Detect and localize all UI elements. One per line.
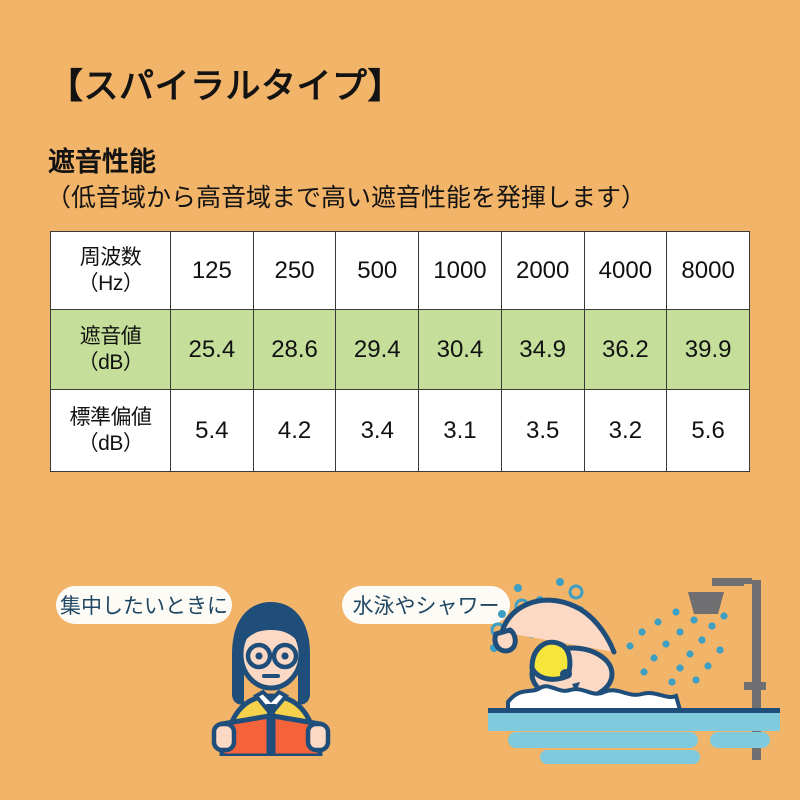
shower-head-icon	[688, 592, 724, 614]
waterline	[488, 708, 780, 713]
cell-attenuation-1: 28.6	[252, 309, 337, 390]
right-hand	[305, 721, 331, 753]
row-header-line2: （dB）	[77, 350, 144, 374]
swimmer-shower-svg	[488, 578, 780, 764]
swimmer-eye	[560, 669, 572, 679]
table-row: 遮音値 （dB） 25.4 28.6 29.4 30.4 34.9 36.2 3…	[50, 309, 750, 390]
reading-girl-svg	[211, 602, 331, 759]
right-eye	[281, 652, 289, 660]
cell-stddev-5: 3.2	[583, 389, 668, 472]
cell-stddev-4: 3.5	[500, 389, 585, 472]
reading-girl-illustration	[196, 596, 346, 759]
cell-frequency-4: 2000	[500, 231, 585, 310]
cell-stddev-6: 5.6	[666, 389, 750, 472]
cell-attenuation-0: 25.4	[170, 309, 254, 390]
cell-stddev-1: 4.2	[252, 389, 337, 472]
swimmer-mouth	[572, 682, 580, 692]
pill-focus: 集中したいときに	[56, 586, 232, 624]
cell-attenuation-3: 30.4	[418, 309, 502, 390]
cell-stddev-2: 3.4	[335, 389, 420, 472]
swimmer-arm	[499, 597, 617, 655]
cell-attenuation-5: 36.2	[583, 309, 668, 390]
sound-insulation-table: 周波数 （Hz） 125 250 500 1000 2000 4000 8000…	[50, 231, 750, 472]
row-header-frequency: 周波数 （Hz）	[50, 231, 171, 310]
table-row: 標準偏値 （dB） 5.4 4.2 3.4 3.1 3.5 3.2 5.6	[50, 389, 750, 472]
cell-frequency-5: 4000	[583, 231, 668, 310]
left-eye	[255, 652, 263, 660]
row-header-line2: （Hz）	[77, 271, 144, 295]
cell-frequency-0: 125	[170, 231, 254, 310]
row-header-line1: 周波数	[79, 245, 142, 269]
table-row: 周波数 （Hz） 125 250 500 1000 2000 4000 8000	[50, 231, 750, 310]
shower-spray-group	[626, 608, 728, 686]
swimmer-and-shower-illustration	[480, 570, 800, 770]
shower-bracket	[744, 682, 766, 690]
shower-pole	[752, 580, 761, 760]
row-header-stddev: 標準偏値 （dB）	[50, 389, 171, 472]
cell-attenuation-4: 34.9	[500, 309, 585, 390]
shower-arm	[712, 578, 752, 586]
left-hand	[211, 721, 237, 753]
cell-frequency-2: 500	[335, 231, 420, 310]
cell-stddev-0: 5.4	[170, 389, 254, 472]
water-splash	[506, 684, 683, 712]
cell-frequency-3: 1000	[418, 231, 502, 310]
row-header-attenuation: 遮音値 （dB）	[50, 309, 171, 390]
water-ripples-group	[508, 732, 770, 764]
cell-attenuation-2: 29.4	[335, 309, 420, 390]
cell-attenuation-6: 39.9	[666, 309, 750, 390]
water-surface	[488, 713, 780, 731]
section-heading: 遮音性能	[48, 147, 156, 177]
pill-water: 水泳やシャワー	[342, 586, 510, 624]
hair-fringe-shape	[241, 608, 301, 646]
cell-frequency-1: 250	[252, 231, 337, 310]
cell-frequency-6: 8000	[666, 231, 750, 310]
page-title: 【スパイラルタイプ】	[48, 67, 404, 106]
swim-cap	[529, 639, 573, 682]
row-header-line1: 標準偏値	[69, 405, 153, 429]
section-subheading: （低音域から高音域まで高い遮音性能を発揮します）	[46, 184, 647, 212]
cell-stddev-3: 3.1	[418, 389, 502, 472]
row-header-line1: 遮音値	[79, 324, 142, 348]
swimmer-hand	[492, 627, 518, 654]
row-header-line2: （dB）	[77, 431, 144, 455]
